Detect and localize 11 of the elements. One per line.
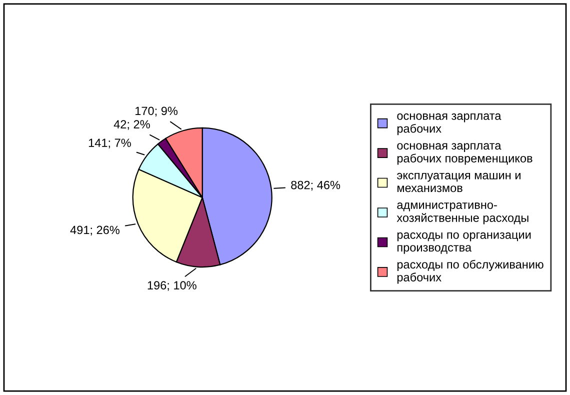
legend-label: основная зарплата рабочих (397, 113, 502, 136)
data-label: 491; 26% (70, 226, 120, 236)
data-label: 42; 2% (114, 120, 150, 130)
data-label: 882; 46% (291, 180, 340, 191)
data-label: 141; 7% (88, 138, 131, 148)
legend-label: расходы по обслуживанию рабочих (397, 260, 544, 284)
legend-label: основная зарплата рабочих повременщиков (397, 143, 532, 165)
legend-label: эксплуатация машин и механизмов (396, 172, 520, 192)
data-label: 170; 9% (136, 106, 178, 116)
legend-label: административно-хозяйственные расходы (396, 202, 528, 224)
data-label: 196; 10% (148, 281, 196, 291)
